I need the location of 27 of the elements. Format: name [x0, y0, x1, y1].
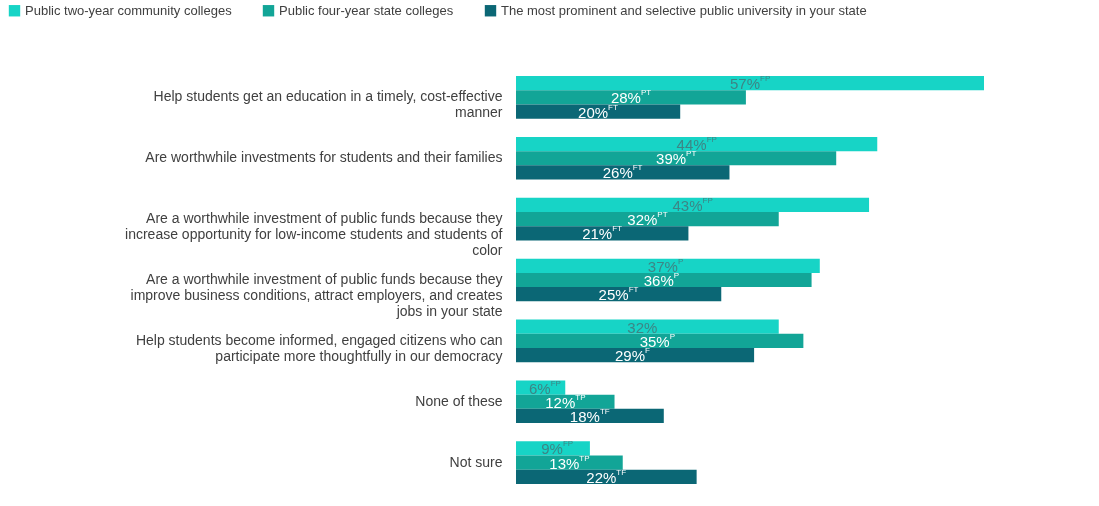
legend-label: Public two-year community colleges [25, 2, 233, 18]
bar [516, 197, 870, 213]
legend-label: The most prominent and selective public university in your state [501, 2, 867, 18]
data-label: 32% [627, 318, 658, 336]
bar [516, 212, 779, 227]
bar [516, 272, 812, 288]
bar [516, 333, 804, 348]
bar [516, 165, 730, 180]
legend-label: Public four-year state colleges [279, 2, 454, 18]
y-tick-label: Are worthwhile investments for students and their families [145, 149, 503, 166]
y-tick-label: None of these [415, 392, 503, 409]
bar [516, 226, 689, 241]
bar [516, 347, 755, 363]
y-tick-label: Are a worthwhile investment of public funds because they increase opportunity for low-income students and students of color [125, 210, 503, 259]
y-tick-label: Are a worthwhile investment of public funds because they improve business conditions, attract employers, and creates jobs in your state [130, 271, 503, 319]
bar [516, 90, 746, 105]
bar [516, 76, 984, 91]
y-tick-label: Help students become informed, engaged citizens who can participate more thoughtfully in our democracy [135, 331, 503, 364]
bar [516, 136, 878, 152]
bar [516, 469, 697, 484]
bar [516, 287, 722, 302]
bar [516, 319, 779, 334]
y-tick-label: Not sure [449, 453, 503, 470]
bar [516, 151, 837, 166]
bar [516, 104, 681, 119]
bar [516, 258, 820, 273]
y-tick-label: Help students get an education in a timely, cost-effective manner [153, 88, 503, 121]
